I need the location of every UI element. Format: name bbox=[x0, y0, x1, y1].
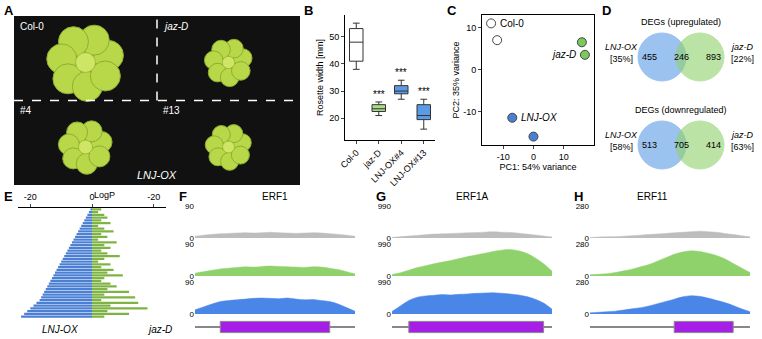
svg-text:20: 20 bbox=[329, 113, 339, 123]
svg-text:0: 0 bbox=[387, 310, 392, 319]
svg-text:D: D bbox=[602, 3, 611, 18]
svg-text:Col-0: Col-0 bbox=[500, 18, 524, 29]
svg-text:90: 90 bbox=[185, 278, 194, 287]
svg-text:H: H bbox=[574, 189, 583, 204]
svg-text:LNJ-OX#13: LNJ-OX#13 bbox=[388, 148, 428, 188]
svg-text:LNJ-OX: LNJ-OX bbox=[605, 42, 638, 52]
svg-text:0: 0 bbox=[190, 234, 195, 243]
svg-text:Col-0: Col-0 bbox=[20, 21, 44, 32]
svg-text:#13: #13 bbox=[163, 105, 180, 116]
svg-text:#4: #4 bbox=[20, 105, 32, 116]
svg-text:0: 0 bbox=[585, 234, 590, 243]
svg-text:893: 893 bbox=[706, 52, 721, 62]
svg-text:414: 414 bbox=[706, 140, 721, 150]
svg-text:G: G bbox=[376, 189, 386, 204]
svg-text:DEGs (downregulated): DEGs (downregulated) bbox=[635, 105, 727, 115]
svg-text:LNJ-OX#4: LNJ-OX#4 bbox=[369, 148, 406, 185]
svg-text:DEGs (upregulated): DEGs (upregulated) bbox=[641, 17, 721, 27]
svg-text:ERF11: ERF11 bbox=[637, 191, 668, 202]
svg-text:0: 0 bbox=[585, 272, 590, 281]
svg-text:705: 705 bbox=[674, 140, 689, 150]
svg-text:ERF1A: ERF1A bbox=[456, 191, 489, 202]
svg-text:***: *** bbox=[395, 67, 407, 78]
svg-text:LogP: LogP bbox=[94, 190, 115, 200]
svg-text:jaz-D: jaz-D bbox=[551, 49, 576, 60]
svg-text:990: 990 bbox=[378, 278, 392, 287]
svg-text:***: *** bbox=[373, 89, 385, 100]
svg-text:0: 0 bbox=[190, 310, 195, 319]
svg-text:280: 280 bbox=[576, 240, 590, 249]
svg-text:[58%]: [58%] bbox=[610, 142, 633, 152]
svg-text:A: A bbox=[4, 3, 14, 18]
svg-text:0: 0 bbox=[531, 152, 536, 162]
svg-text:10: 10 bbox=[559, 152, 569, 162]
svg-text:C: C bbox=[447, 3, 457, 18]
svg-text:513: 513 bbox=[642, 140, 657, 150]
svg-text:jaz-D: jaz-D bbox=[731, 42, 754, 52]
svg-text:E: E bbox=[4, 189, 13, 204]
svg-text:0: 0 bbox=[387, 234, 392, 243]
svg-text:***: *** bbox=[418, 86, 430, 97]
svg-text:PC1: 54% variance: PC1: 54% variance bbox=[499, 162, 576, 172]
svg-text:jaz-D: jaz-D bbox=[147, 324, 172, 335]
svg-text:[22%]: [22%] bbox=[731, 54, 754, 64]
svg-text:-20: -20 bbox=[24, 192, 37, 202]
svg-text:40: 40 bbox=[329, 59, 339, 69]
svg-text:LNJ-OX: LNJ-OX bbox=[521, 112, 557, 123]
svg-text:-20: -20 bbox=[147, 192, 160, 202]
svg-text:0: 0 bbox=[585, 310, 590, 319]
svg-text:0: 0 bbox=[190, 272, 195, 281]
svg-text:455: 455 bbox=[642, 52, 657, 62]
svg-text:jaz-D: jaz-D bbox=[163, 21, 188, 32]
svg-text:0: 0 bbox=[89, 192, 94, 202]
svg-text:90: 90 bbox=[185, 202, 194, 211]
svg-text:990: 990 bbox=[378, 202, 392, 211]
svg-text:LNJ-OX: LNJ-OX bbox=[605, 130, 638, 140]
svg-text:30: 30 bbox=[329, 86, 339, 96]
svg-text:280: 280 bbox=[576, 202, 590, 211]
svg-text:-10: -10 bbox=[497, 152, 510, 162]
svg-text:0: 0 bbox=[387, 272, 392, 281]
svg-text:F: F bbox=[179, 189, 187, 204]
svg-text:[35%]: [35%] bbox=[610, 54, 633, 64]
svg-text:0: 0 bbox=[471, 65, 476, 75]
svg-text:jaz-D: jaz-D bbox=[361, 147, 384, 170]
svg-text:-10: -10 bbox=[463, 107, 476, 117]
svg-text:990: 990 bbox=[378, 240, 392, 249]
svg-text:246: 246 bbox=[674, 52, 689, 62]
svg-text:280: 280 bbox=[576, 278, 590, 287]
svg-text:jaz-D: jaz-D bbox=[731, 130, 754, 140]
svg-text:[63%]: [63%] bbox=[731, 142, 754, 152]
svg-text:ERF1: ERF1 bbox=[262, 191, 288, 202]
svg-text:LNJ-OX: LNJ-OX bbox=[42, 324, 78, 335]
svg-text:50: 50 bbox=[329, 32, 339, 42]
svg-text:90: 90 bbox=[185, 240, 194, 249]
svg-text:Col-0: Col-0 bbox=[339, 148, 361, 170]
svg-text:Rosette width [mm]: Rosette width [mm] bbox=[315, 39, 325, 116]
svg-text:LNJ-OX: LNJ-OX bbox=[137, 169, 177, 181]
svg-text:10: 10 bbox=[466, 23, 476, 33]
svg-text:PC2: 35% variance: PC2: 35% variance bbox=[451, 41, 461, 118]
svg-text:B: B bbox=[304, 3, 313, 18]
